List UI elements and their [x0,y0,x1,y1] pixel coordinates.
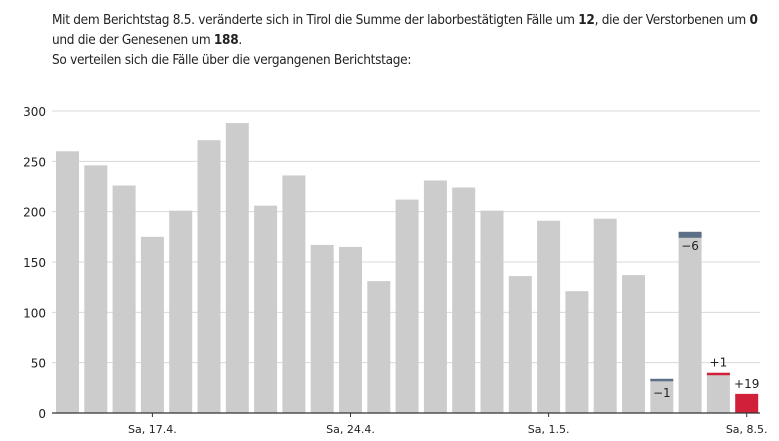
bar-decrease-segment [650,378,674,382]
intro-text: , die der Verstorbenen um [594,12,750,28]
y-tick-label: 200 [23,206,46,220]
recovered-change: 188 [213,32,239,48]
bar-increase-segment [706,372,730,376]
deaths-change: 0 [749,12,758,28]
cases-change: 12 [578,12,595,28]
intro-line-1: Mit dem Berichtstag 8.5. veränderte sich… [52,10,758,30]
intro-text: Mit dem Berichtstag 8.5. veränderte sich… [52,12,579,28]
bar [565,291,589,413]
bar [197,140,221,413]
bar [140,236,164,413]
bar [622,275,645,413]
bar [678,237,702,413]
bar [84,165,108,413]
bar [452,187,476,413]
intro-line-2: und die der Genesenen um 188. [52,30,758,50]
bar [367,281,391,413]
bar [225,123,249,413]
y-tick-label: 250 [23,155,46,169]
y-tick-label: 150 [23,256,46,270]
bar [706,373,730,413]
y-tick-label: 0 [38,407,46,421]
intro-text: und die der Genesenen um [52,32,214,48]
y-tick-label: 300 [23,105,46,119]
bar [508,276,532,413]
bar [310,244,334,413]
bar [112,185,136,413]
bar [169,210,193,413]
y-tick-label: 50 [31,357,46,371]
bar [282,175,306,413]
intro-line-3: So verteilen sich die Fälle über die ver… [52,52,412,68]
bar-decrease-segment [678,231,702,238]
change-label: −1 [653,386,671,400]
bar [537,220,561,413]
x-tick-label: Sa, 8.5. [726,423,768,436]
chart-intro: Mit dem Berichtstag 8.5. veränderte sich… [52,10,758,70]
bar [593,218,617,413]
x-tick-label: Sa, 17.4. [128,423,177,436]
change-label: +1 [710,356,728,370]
change-label: −6 [681,239,699,253]
y-tick-label: 100 [23,306,46,320]
bar-increase [735,393,759,413]
bar [56,151,79,413]
x-tick-label: Sa, 1.5. [528,423,570,436]
bar [254,205,278,413]
bar [395,199,419,413]
bar [480,210,504,413]
change-label: +19 [734,377,759,391]
bar [423,180,447,413]
bar [650,379,674,413]
bar [339,246,362,413]
x-tick-label: Sa, 24.4. [326,423,375,436]
intro-text: . [238,32,242,48]
